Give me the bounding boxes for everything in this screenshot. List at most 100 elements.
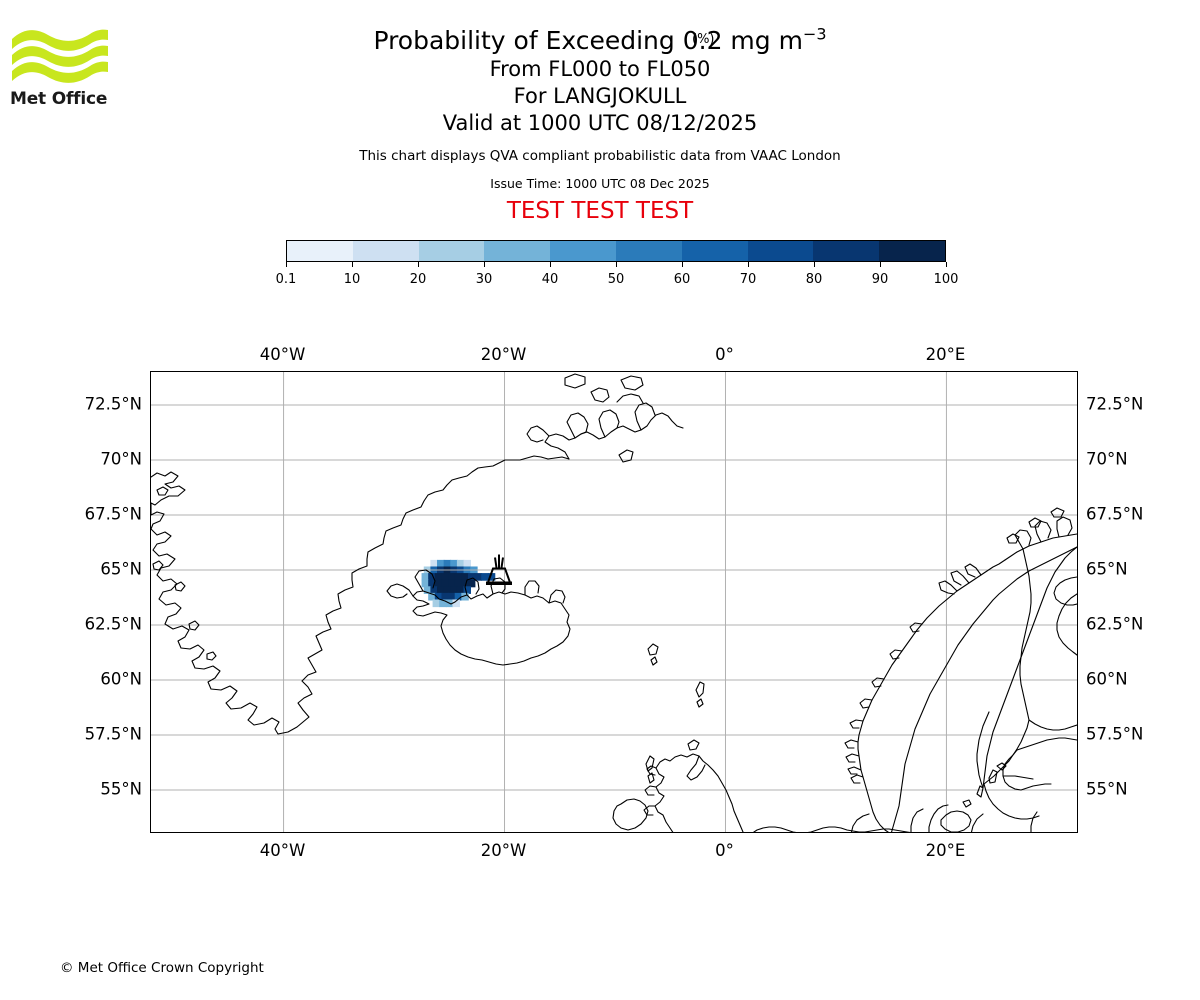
lon-tick-label-top: 40°W — [259, 345, 306, 364]
coastline-greenland-w-island-1 — [156, 486, 169, 496]
lon-tick-label-bottom: 20°W — [480, 841, 527, 860]
border-europe-2 — [910, 808, 924, 832]
colorbar-tick-40 — [550, 262, 551, 267]
chart-header: Probability of Exceeding 0.2 mg m−3 From… — [0, 0, 1200, 224]
colorbar: 0.1 10 20 30 40 50 60 70 80 90 100 — [276, 240, 958, 290]
coastline-finland-south — [1028, 719, 1077, 731]
lat-tick-label-left: 67.5°N — [84, 504, 142, 524]
plume-cell — [454, 579, 463, 588]
lat-tick-label-right: 70°N — [1086, 449, 1128, 469]
plume-cell — [452, 599, 460, 608]
coastline-greenland-w-island-4 — [188, 620, 200, 631]
colorbar-gradient — [286, 240, 946, 262]
plume-cell — [439, 599, 447, 608]
colorbar-tick-label-20: 20 — [409, 272, 427, 287]
coastline-gb-west-detail — [646, 765, 657, 776]
colorbar-tick-label-10: 10 — [343, 272, 361, 287]
coastline-norway-finnmark-3 — [1056, 516, 1073, 538]
colorbar-tick-10 — [352, 262, 353, 267]
plume-cell — [461, 573, 469, 581]
volcano-eruption-line-0 — [494, 557, 498, 569]
colorbar-segment-4 — [550, 241, 616, 261]
plume-cell — [467, 573, 476, 581]
plume-cell — [441, 592, 449, 601]
border-finland-sweden — [1019, 548, 1032, 721]
lat-tick-label-left: 72.5°N — [84, 394, 142, 414]
border-europe-3 — [970, 813, 984, 832]
coastline-greenland-fjord-b — [566, 412, 589, 439]
copyright-notice: © Met Office Crown Copyright — [60, 960, 264, 976]
colorbar-segment-7 — [747, 241, 814, 261]
qva-compliance-note: This chart displays QVA compliant probab… — [359, 148, 841, 164]
coastline-greenland-island-n2 — [620, 375, 644, 391]
coastline-norway-island-2 — [1028, 517, 1042, 528]
coastline-bothnia-west — [976, 711, 990, 789]
colorbar-tick-0.1 — [286, 262, 287, 267]
border-europe-1 — [850, 813, 870, 832]
volcano-marker-langjokull — [486, 554, 512, 585]
coastline-norway-fjord-9 — [909, 622, 923, 633]
border-europe-4 — [1030, 811, 1038, 832]
coastline-orkney — [687, 739, 700, 751]
colorbar-tick-60 — [682, 262, 683, 267]
plume-cell — [441, 579, 449, 588]
coastline-iceland-n-peninsula-1 — [464, 577, 480, 596]
coastline-faroe-islands — [647, 643, 659, 656]
colorbar-segment-5 — [615, 241, 682, 261]
coastline-baltic-states — [1002, 749, 1022, 791]
lat-tick-label-right: 72.5°N — [1086, 394, 1144, 414]
coastline-europe-north — [753, 826, 911, 832]
plume-cell — [448, 573, 456, 581]
map-canvas — [151, 372, 1077, 832]
page-title-text: Probability of Exceeding 0.2 mg m — [373, 26, 803, 55]
colorbar-tick-label-40: 40 — [541, 272, 559, 287]
coastline-norway-fjord-8 — [889, 649, 903, 660]
lon-tick-label-bottom: 40°W — [259, 841, 306, 860]
plume-cell — [454, 573, 463, 581]
colorbar-tick-label-30: 30 — [475, 272, 493, 287]
lat-tick-label-left: 57.5°N — [84, 724, 142, 744]
coastline-denmark-jutland — [928, 804, 949, 832]
coastline-norway-fjord-4 — [844, 739, 859, 749]
plume-cell — [454, 592, 463, 601]
plume-cell — [463, 586, 471, 594]
coastline-aland — [996, 762, 1007, 771]
plume-cell — [421, 579, 430, 588]
coastline-norway-fjord-2 — [847, 766, 862, 775]
plume-cell — [430, 586, 438, 594]
coastline-shetland-2 — [696, 698, 704, 708]
coastline-iceland-n-peninsula-2 — [490, 577, 506, 595]
colorbar-tick-label-80: 80 — [805, 272, 823, 287]
colorbar-tick-70 — [748, 262, 749, 267]
coastline-greenland-fjord-a — [526, 425, 550, 443]
coastline-jan-mayen — [618, 449, 634, 463]
plume-cell — [434, 592, 443, 601]
volcano-name-line: For LANGJOKULL — [513, 84, 687, 108]
plume-cell — [443, 586, 452, 594]
border-baltic-2 — [1002, 775, 1034, 780]
plume-cell — [487, 573, 496, 581]
plume-cell — [428, 573, 436, 581]
border-baltic-1 — [1020, 783, 1052, 791]
plume-cell — [456, 559, 465, 568]
coastline-shetland — [695, 681, 705, 698]
met-office-logo: Met Office — [10, 26, 120, 111]
colorbar-segment-3 — [484, 241, 551, 261]
flight-level-line: From FL000 to FL050 — [489, 57, 711, 81]
lat-tick-label-right: 55°N — [1086, 779, 1128, 799]
plume-cell — [428, 592, 436, 601]
plume-cell — [448, 592, 456, 601]
coastline-greenland-fjord-d — [634, 402, 656, 431]
coastline-norway-fjord-7 — [871, 677, 885, 688]
coastline-gb-west-detail-2 — [644, 785, 657, 796]
lon-tick-label-bottom: 0° — [715, 841, 734, 860]
colorbar-tick-label-100: 100 — [933, 272, 959, 287]
lon-tick-label-bottom: 20°E — [925, 841, 966, 860]
graticule-gridlines — [151, 372, 1077, 832]
border-sweden-norway — [982, 546, 1077, 789]
colorbar-unit-label: (%) — [692, 32, 715, 47]
coastline-greenland-w-island-3 — [174, 581, 186, 592]
plume-cell — [450, 559, 458, 568]
plume-cell — [437, 586, 445, 594]
lat-tick-label-left: 65°N — [100, 559, 142, 579]
